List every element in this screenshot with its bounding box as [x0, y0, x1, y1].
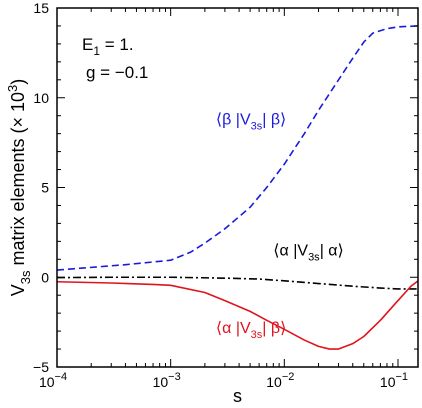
x-tick-label: 10−3	[153, 371, 181, 390]
x-tick-label: 10−1	[380, 371, 408, 390]
series-line-2	[57, 280, 418, 350]
x-tick-label: 10−4	[39, 371, 67, 390]
annotation-g: g = −0.1	[86, 63, 148, 82]
series-label-0: ⟨β |V3s| β⟩	[216, 112, 286, 133]
series-line-1	[57, 276, 418, 290]
y-tick-label: 15	[33, 0, 49, 16]
x-axis-title: s	[233, 386, 242, 406]
y-tick-label: 5	[41, 180, 49, 196]
y-axis-title: V3s matrix elements (× 103)	[5, 79, 33, 297]
series-layer	[57, 25, 418, 350]
y-tick-label: −5	[33, 359, 49, 375]
series-label-1: ⟨α |V3s| α⟩	[273, 243, 343, 264]
y-tick-label: 10	[33, 90, 49, 106]
plot-frame	[56, 7, 419, 368]
annotation-e1: E1 = 1.	[82, 35, 134, 58]
axes-layer	[56, 7, 419, 368]
labels-layer: 10−4 10−3 10−2 10−1 −5 0 5 10 15 s V3s matrix elem…	[5, 0, 408, 406]
series-label-2: ⟨α |V3s| β⟩	[216, 320, 286, 341]
y-tick-label: 0	[41, 269, 49, 285]
series-line-0	[57, 25, 418, 271]
x-tick-label: 10−2	[266, 371, 294, 390]
